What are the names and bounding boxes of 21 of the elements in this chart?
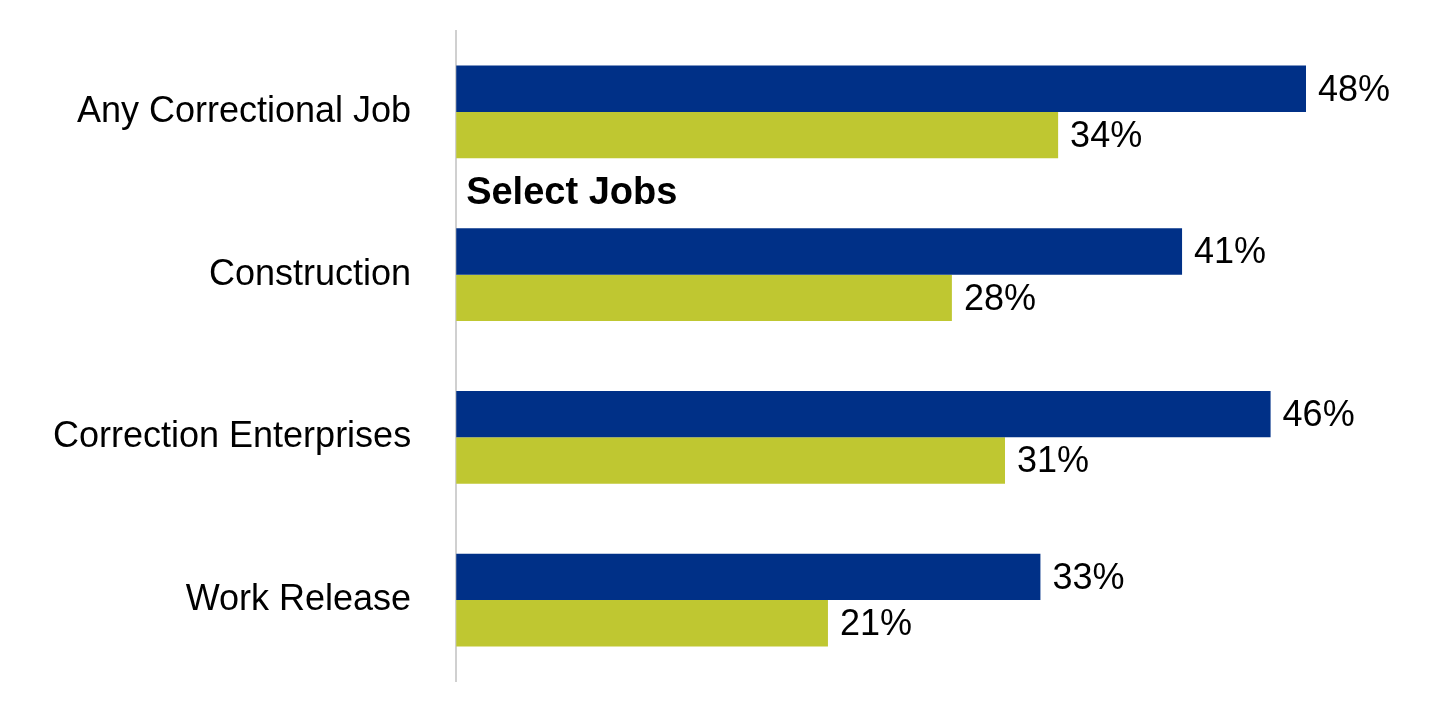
data-label: 41% [1194,230,1267,272]
data-label: 21% [839,602,913,644]
bar [456,553,1041,601]
y-tick-label: Work Release [185,576,412,618]
bar [456,111,1059,159]
data-label: 34% [1070,114,1143,156]
y-tick-label: Correction Enterprises [53,414,412,456]
bar [456,228,1183,275]
bar [456,390,1271,438]
data-label: 33% [1052,555,1125,597]
bar [456,600,828,647]
data-label: 28% [963,276,1036,318]
data-label: 48% [1318,67,1391,109]
bar [456,274,952,322]
y-tick-label: Any Correctional Job [76,88,412,130]
data-label: 31% [1017,439,1090,481]
bar [456,437,1006,484]
annotation: Select Jobs [466,169,678,212]
data-label: 46% [1282,393,1355,435]
y-tick-label: Construction [209,251,412,293]
bar [456,65,1306,112]
